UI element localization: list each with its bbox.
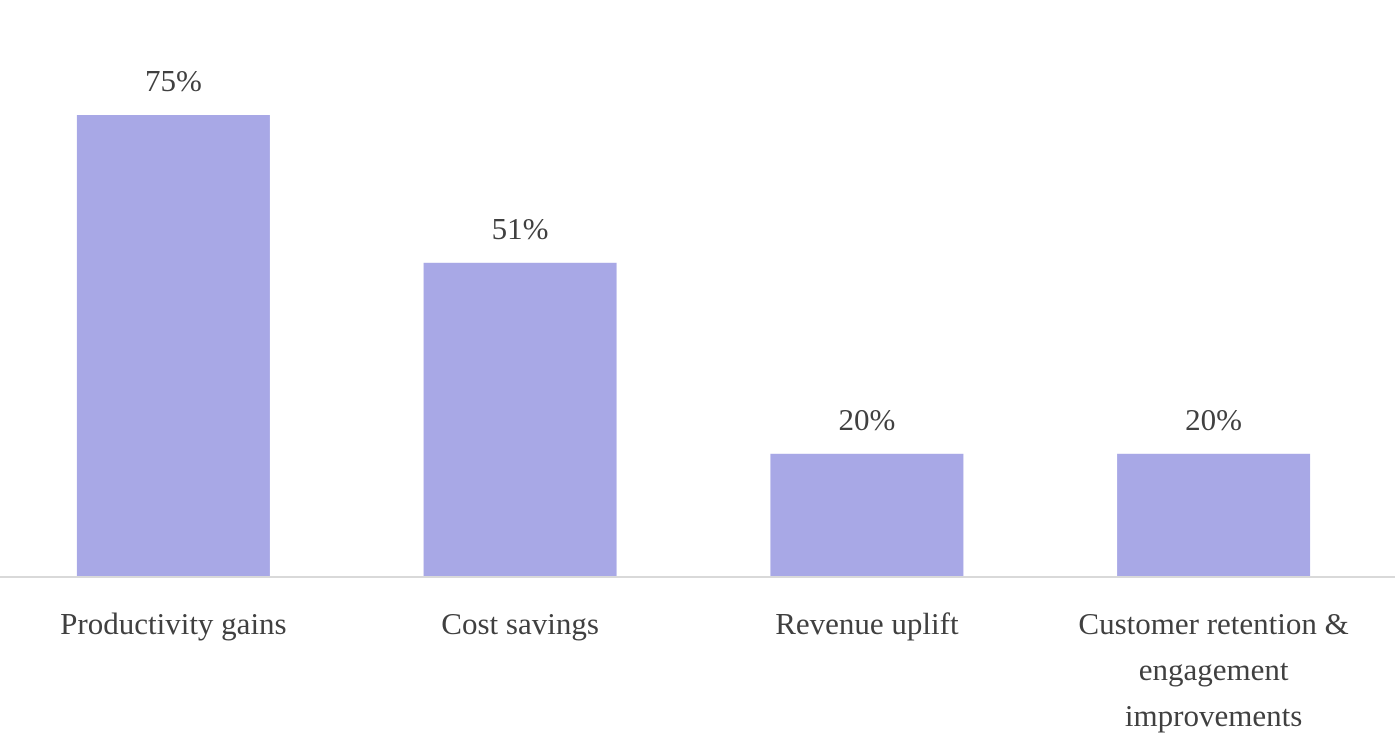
bar-1 <box>76 115 270 577</box>
value-label-3: 20% <box>838 402 895 437</box>
category-label-2-line-1: Cost savings <box>441 606 599 641</box>
bar-3 <box>770 453 964 577</box>
bars-layer <box>76 115 1311 577</box>
category-label-1-line-1: Productivity gains <box>60 606 286 641</box>
value-label-4: 20% <box>1185 402 1242 437</box>
category-label-4-line-1: Customer retention & <box>1078 606 1348 641</box>
category-label-2: Cost savings <box>441 606 599 641</box>
value-label-2: 51% <box>492 211 549 246</box>
category-label-3-line-1: Revenue uplift <box>775 606 959 641</box>
category-label-4: Customer retention & engagement improvemen… <box>1078 606 1348 733</box>
value-label-1: 75% <box>145 63 202 98</box>
category-label-1: Productivity gains <box>60 606 286 641</box>
category-label-3: Revenue uplift <box>775 606 959 641</box>
category-labels-layer: Productivity gains Cost savings Revenue up… <box>60 606 1349 733</box>
category-label-4-line-2: engagement <box>1139 652 1289 687</box>
bar-4 <box>1117 453 1311 577</box>
value-labels-layer: 75% 51% 20% 20% <box>145 63 1242 437</box>
category-label-4-line-3: improvements <box>1125 698 1302 733</box>
bar-2 <box>423 262 617 577</box>
